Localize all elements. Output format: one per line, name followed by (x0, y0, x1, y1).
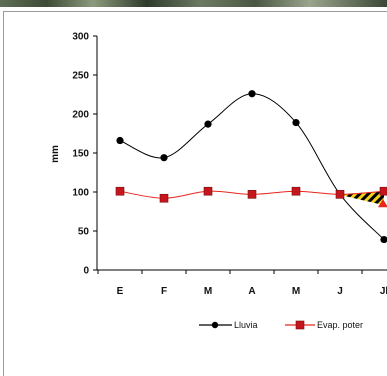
x-tick-label: E (117, 286, 124, 297)
y-tick-label: 250 (72, 71, 89, 82)
y-tick-label: 150 (72, 149, 89, 160)
water-deficit-area (338, 191, 384, 206)
y-tick-label: 300 (72, 32, 89, 43)
evap-point (203, 186, 213, 196)
x-tick-label: J (337, 286, 343, 297)
legend-evap-marker (295, 320, 305, 330)
y-tick-label: 50 (78, 227, 90, 238)
evap-point (335, 190, 345, 199)
background-photo-strip (0, 0, 387, 7)
lluvia-point (380, 235, 387, 244)
x-tick-label: M (204, 286, 212, 297)
y-tick-label: 0 (83, 266, 89, 277)
evap-point (291, 186, 301, 196)
evap-point (115, 186, 125, 196)
y-axis-title: mm (50, 145, 61, 163)
series-line-lluvia (119, 93, 385, 240)
evap-point (379, 186, 387, 196)
y-tick-label: 200 (72, 110, 89, 121)
legend-lluvia-label: Lluvia (234, 320, 258, 330)
legend: Lluvia Evap. poter (199, 320, 363, 330)
x-tick-label: F (161, 286, 167, 297)
evap-point (247, 190, 257, 199)
lluvia-point (116, 136, 124, 145)
legend-evap-label: Evap. poter (317, 320, 363, 330)
x-tick-label: M (292, 286, 300, 297)
y-tick-label: 100 (72, 188, 89, 199)
x-tick-label: A (248, 286, 255, 297)
lluvia-point (204, 120, 212, 128)
lluvia-point (292, 118, 300, 127)
evap-point (159, 193, 169, 203)
lluvia-point (160, 154, 168, 162)
evap-end-triangle (378, 199, 387, 208)
lluvia-point (248, 90, 256, 98)
x-tick-label: Jl (380, 286, 387, 297)
legend-lluvia-marker (211, 321, 219, 329)
